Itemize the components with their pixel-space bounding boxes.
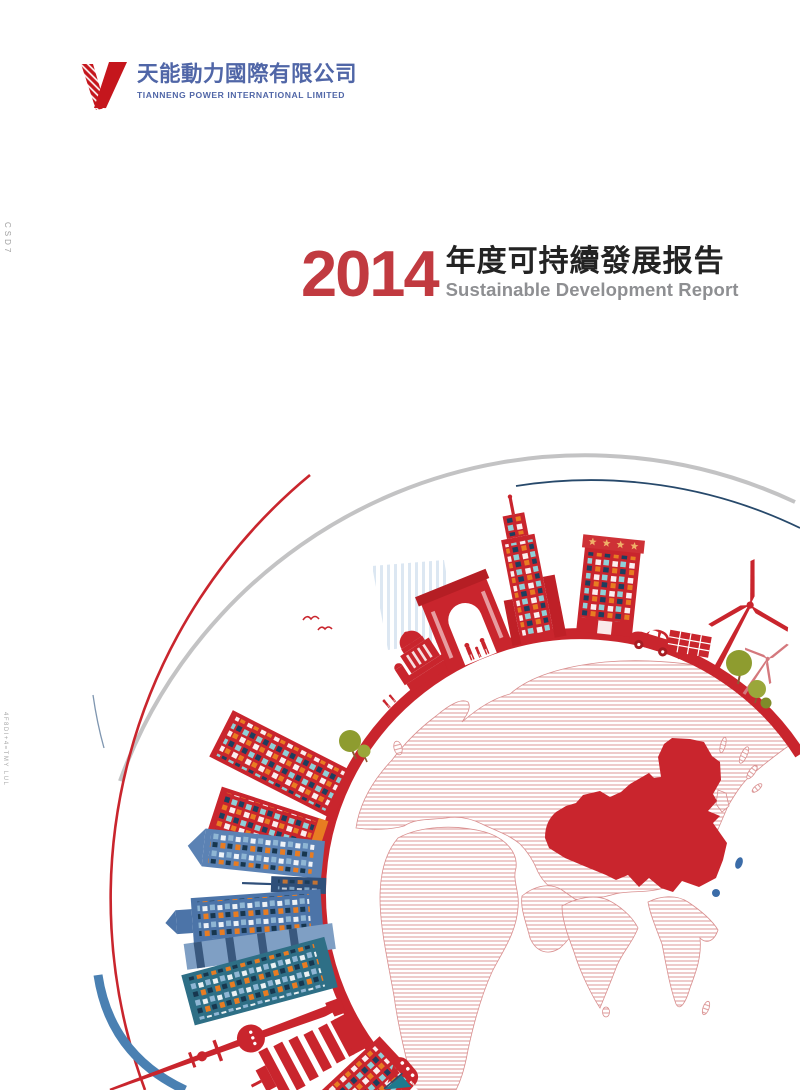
- spine-marks-bottom: 4F8DI+4=TMY LUL: [2, 712, 8, 787]
- wind-turbine-large: [707, 558, 790, 675]
- globe: [314, 628, 800, 1090]
- india: [561, 896, 639, 1009]
- sri-lanka: [602, 1006, 610, 1018]
- stepped-skyscraper: [501, 494, 567, 646]
- solar-panel: [666, 629, 712, 665]
- company-name-en: TIANNENG POWER INTERNATIONAL LIMITED: [137, 89, 346, 100]
- hotel-with-stars: [576, 534, 645, 637]
- gray-arc: [118, 453, 796, 782]
- island: [701, 1000, 711, 1016]
- report-title-zh: 年度可持續發展报告: [445, 245, 725, 278]
- red-apartment-slab: [296, 1036, 417, 1090]
- africa: [379, 826, 519, 1090]
- capitol-dome: [394, 630, 457, 692]
- indochina: [647, 896, 719, 1008]
- cover-title: 2014 年度可持續發展报告 Sustainable Development R…: [301, 237, 739, 311]
- trees-left: [339, 730, 371, 763]
- car: [628, 629, 675, 657]
- report-year: 2014: [301, 237, 440, 311]
- antenna-tower: [242, 876, 327, 894]
- sakhalin: [719, 736, 727, 754]
- company-name-zh: 天能動力國際有限公司: [137, 62, 358, 86]
- city-skyline: [109, 494, 790, 1090]
- trees-right: [726, 650, 772, 709]
- arabia: [521, 885, 583, 953]
- arch-with-family: [415, 568, 514, 673]
- japan: [751, 783, 763, 793]
- tv-tower: [109, 997, 346, 1090]
- report-title-en: Sustainable Development Report: [445, 278, 739, 300]
- red-slab-building: [209, 710, 356, 820]
- striped-skyscraper: [250, 1010, 371, 1090]
- logo-text: 天能動力國際有限公司 TIANNENG POWER INTERNATIONAL …: [137, 62, 357, 100]
- steel-blue-arc: [93, 974, 187, 1090]
- taiwan: [735, 857, 743, 869]
- birds-icon: [302, 615, 333, 631]
- navy-arc: [515, 479, 800, 529]
- china-map: [545, 738, 743, 897]
- red-arc: [109, 473, 311, 1090]
- spine-marks-top: CSD7: [3, 222, 12, 256]
- hainan: [712, 889, 720, 897]
- orbit-arcs: [92, 453, 800, 1090]
- faint-blue-segment: [92, 694, 105, 749]
- blue-tower: [187, 828, 325, 879]
- logo-v-mark-icon: [81, 62, 127, 110]
- world-map: [355, 660, 800, 1090]
- britain: [393, 740, 403, 756]
- japan: [746, 764, 758, 780]
- japan: [738, 746, 750, 764]
- teal-building: [181, 936, 338, 1026]
- sailboat: [383, 1057, 419, 1090]
- company-logo: 天能動力國際有限公司 TIANNENG POWER INTERNATIONAL …: [80, 62, 357, 112]
